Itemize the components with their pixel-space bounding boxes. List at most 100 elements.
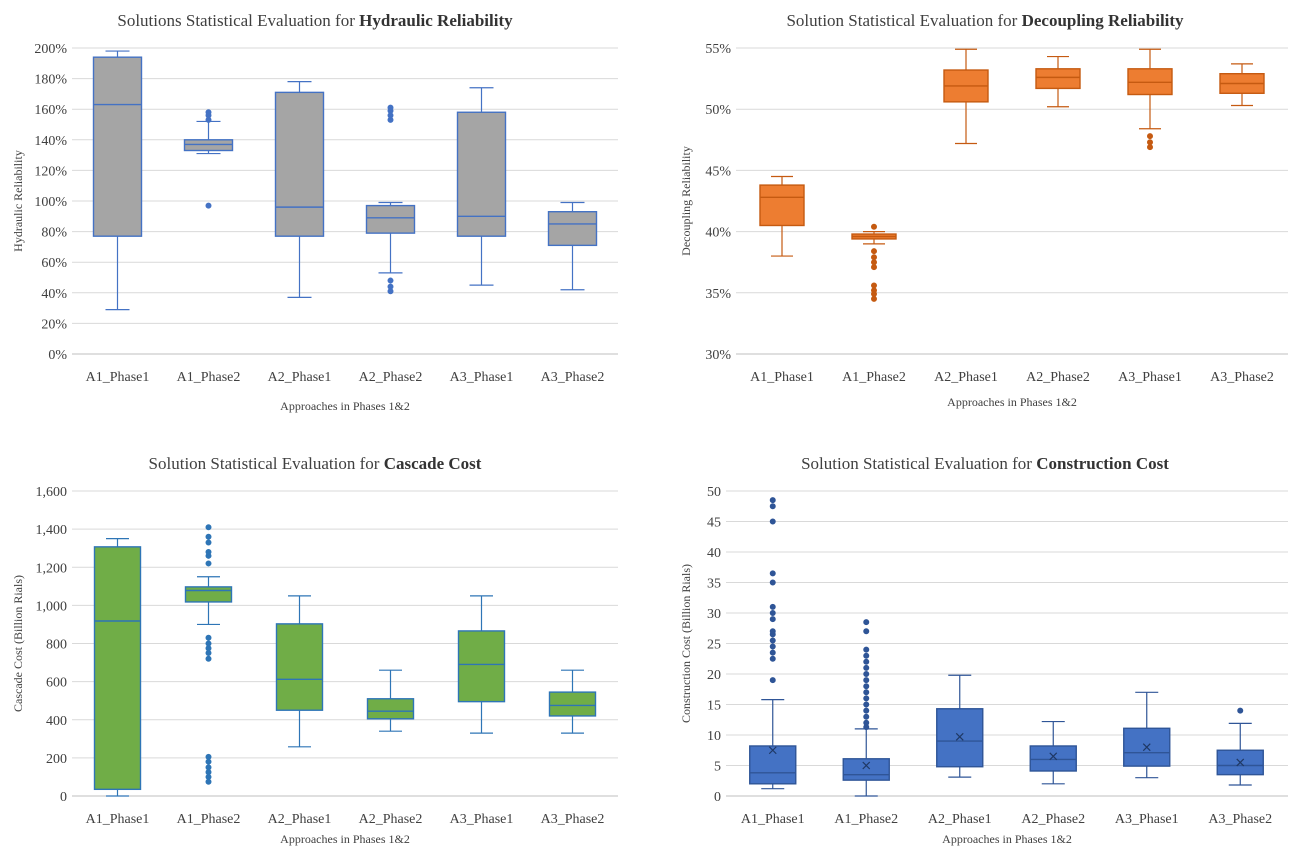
y-tick-label: 30 [707,607,721,622]
y-tick-label: 45% [705,164,731,179]
outlier-point [205,549,212,556]
outlier-point [871,254,878,261]
outlier-point [863,683,870,690]
y-tick-label: 1,200 [36,561,68,576]
x-tick-label: A3_Phase1 [1115,812,1179,827]
y-tick-label: 50 [707,485,721,500]
y-tick-label: 1,000 [36,599,68,614]
outlier-point [769,579,776,586]
box-A1_Phase2 [184,524,233,785]
outlier-point [769,570,776,577]
box-A2_Phase2 [1029,720,1077,785]
box-iqr [456,111,507,237]
y-tick-label: 200 [46,752,67,767]
x-tick-label: A2_Phase1 [928,812,992,827]
outlier-point [769,616,776,623]
chart-title: Solutions Statistical Evaluation for Hyd… [117,11,513,30]
box-iqr [457,630,506,703]
chart-panel-3: 0 200 400 600 800 1,000 1,200 1,400 1,600 A1_Phas… [11,454,618,846]
x-axis-label: Approaches in Phases 1&2 [280,832,410,846]
chart-title-metric: Cascade Cost [384,454,482,473]
box-iqr [749,745,797,785]
box-A3_Phase2 [548,669,597,734]
chart-panel-1: 0% 20% 40% 60% 80% 100% 120% 140% 160% 180% 200% A1… [11,11,618,413]
x-tick-label: A2_Phase2 [359,370,423,385]
outlier-point [769,649,776,656]
outlier-point [863,719,870,726]
outlier-point [769,497,776,504]
y-tick-label: 80% [41,226,67,241]
y-tick-label: 55% [705,42,731,57]
box-iqr [92,56,143,237]
outlier-point [871,287,878,294]
outlier-point [769,637,776,644]
outlier-point [205,753,212,760]
outlier-point [205,539,212,546]
x-tick-label: A3_Phase2 [1208,812,1272,827]
outlier-point [871,259,878,266]
box-iqr [842,758,890,781]
box-A1_Phase2 [851,223,897,302]
outlier-point [863,671,870,678]
outlier-point [205,764,212,771]
box-iqr [366,698,415,720]
y-tick-label: 35% [705,287,731,302]
box-A2_Phase2 [1035,55,1081,108]
box-A3_Phase2 [1216,707,1264,786]
box-A3_Phase1 [456,87,507,286]
outlier-point [205,640,212,647]
box-A3_Phase2 [1219,63,1265,107]
outlier-point [863,695,870,702]
box-A2_Phase2 [365,104,416,295]
outlier-point [871,264,878,271]
box-A1_Phase2 [842,619,890,797]
x-tick-label: A3_Phase2 [541,812,605,827]
x-tick-label: A2_Phase2 [1021,812,1085,827]
y-tick-label: 120% [34,164,67,179]
box-iqr [547,211,598,247]
chart-panel-2: 30% 35% 40% 45% 50% 55% A1_Phase1 A1_Phase2 A2_P… [679,11,1288,409]
y-tick-label: 35 [707,577,721,592]
outlier-point [863,713,870,720]
outlier-point [769,603,776,610]
x-tick-label: A2_Phase2 [359,812,423,827]
box-A1_Phase1 [92,50,143,311]
box-iqr [548,691,597,717]
x-tick-label: A3_Phase1 [1118,370,1182,385]
outlier-point [863,701,870,708]
mean-marker [1049,752,1058,761]
x-tick-label: A3_Phase2 [1210,370,1274,385]
y-tick-label: 40% [41,287,67,302]
x-tick-label: A3_Phase1 [450,812,514,827]
box-iqr [759,184,805,227]
outlier-point [205,655,212,662]
box-A3_Phase1 [1123,691,1171,779]
x-tick-label: A2_Phase1 [268,812,332,827]
y-tick-label: 1,600 [36,485,68,500]
outlier-point [205,533,212,540]
x-axis-label: Approaches in Phases 1&2 [947,395,1077,409]
box-A2_Phase1 [943,48,989,145]
y-tick-label: 1,400 [36,523,68,538]
x-tick-label: A1_Phase1 [750,370,814,385]
y-axis-label: Hydraulic Reliability [11,150,25,252]
y-tick-label: 40 [707,546,721,561]
box-iqr [1035,68,1081,90]
outlier-point [769,628,776,635]
x-tick-label: A3_Phase2 [541,370,605,385]
outlier-point [863,707,870,714]
box-A1_Phase2 [183,109,234,209]
y-tick-label: 0 [60,790,67,805]
outlier-point [863,658,870,665]
y-tick-label: 160% [34,103,67,118]
box-A1_Phase1 [759,175,805,257]
box-iqr [365,204,416,234]
outlier-point [205,109,212,116]
box-A2_Phase2 [366,669,415,732]
box-A3_Phase1 [1127,48,1173,151]
chart-title-metric: Hydraulic Reliability [359,11,513,30]
y-tick-label: 50% [705,103,731,118]
y-tick-label: 180% [34,73,67,88]
box-A1_Phase1 [93,538,142,797]
